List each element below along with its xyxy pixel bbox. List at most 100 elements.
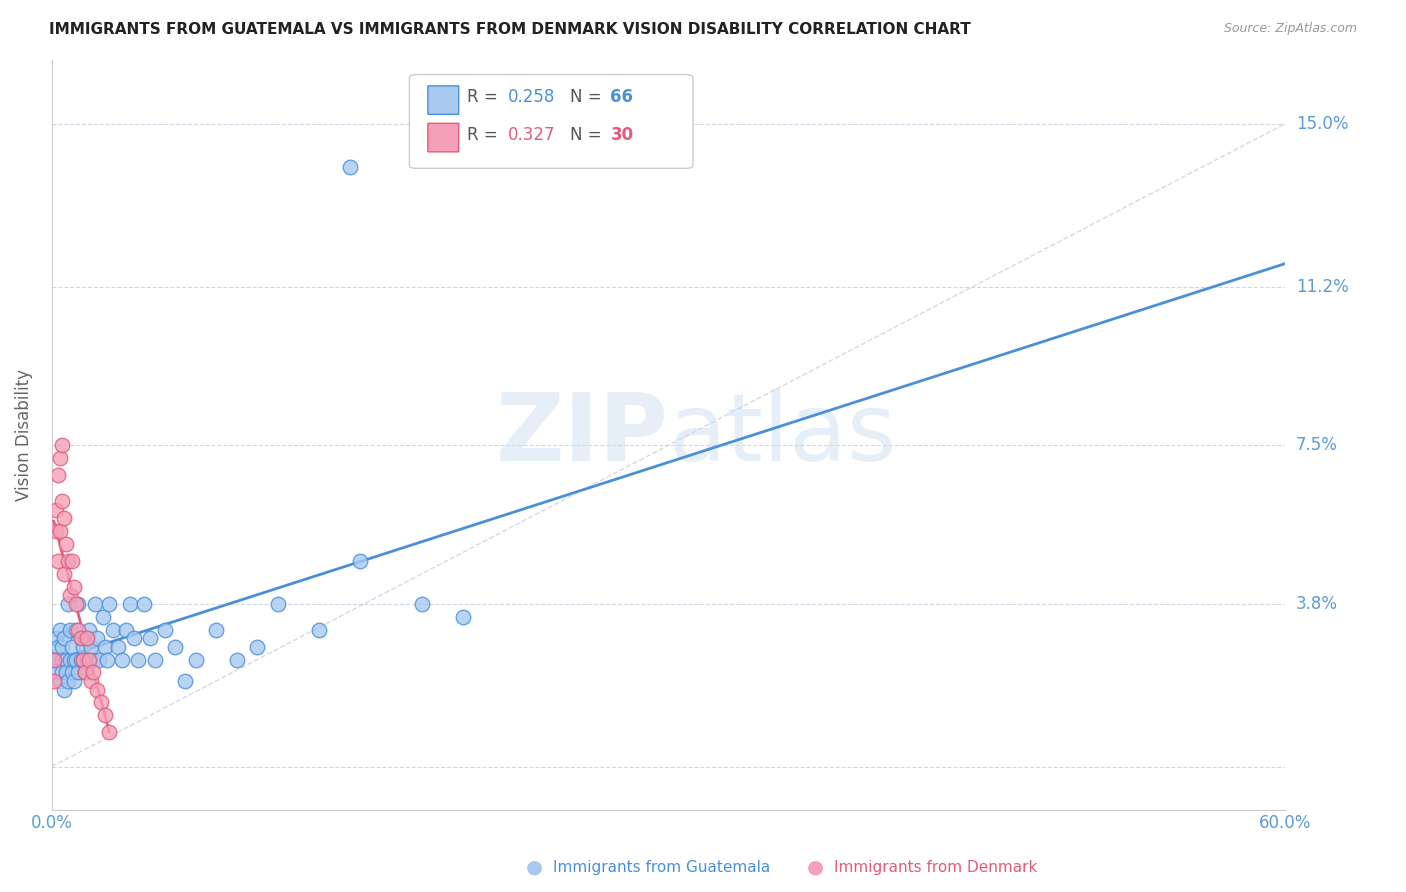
- Text: atlas: atlas: [668, 389, 897, 481]
- Text: 11.2%: 11.2%: [1296, 277, 1348, 296]
- Point: [67, 623, 90, 637]
- Text: 0.327: 0.327: [508, 126, 555, 144]
- Text: 30: 30: [610, 126, 634, 144]
- Point: [96, 652, 118, 666]
- Point: [46, 640, 69, 654]
- Point: [65, 652, 87, 666]
- Text: 66: 66: [610, 88, 633, 106]
- Point: [94, 640, 117, 654]
- Point: [411, 597, 433, 611]
- FancyBboxPatch shape: [409, 75, 693, 169]
- Point: [53, 511, 76, 525]
- Point: [55, 652, 77, 666]
- Text: R =: R =: [467, 88, 503, 106]
- Point: [225, 652, 247, 666]
- Point: [111, 652, 134, 666]
- FancyBboxPatch shape: [427, 86, 458, 114]
- Point: [77, 652, 100, 666]
- Text: Immigrants from Denmark: Immigrants from Denmark: [834, 861, 1038, 875]
- Point: [349, 554, 371, 568]
- Point: [49, 451, 72, 466]
- Point: [58, 554, 80, 568]
- Point: [58, 597, 80, 611]
- Point: [46, 652, 69, 666]
- Point: [53, 631, 76, 645]
- Point: [72, 652, 94, 666]
- Point: [69, 631, 91, 645]
- Point: [143, 652, 166, 666]
- Point: [55, 537, 77, 551]
- Point: [82, 652, 104, 666]
- Point: [90, 695, 112, 709]
- Text: ●: ●: [807, 857, 824, 876]
- Point: [49, 524, 72, 538]
- Point: [114, 623, 136, 637]
- Point: [45, 502, 67, 516]
- Point: [76, 631, 98, 645]
- Point: [45, 524, 67, 538]
- Text: Immigrants from Guatemala: Immigrants from Guatemala: [553, 861, 770, 875]
- Point: [451, 609, 474, 624]
- Point: [60, 554, 83, 568]
- Point: [91, 609, 114, 624]
- Point: [103, 623, 125, 637]
- Point: [59, 652, 82, 666]
- Point: [246, 640, 269, 654]
- Point: [59, 623, 82, 637]
- Text: ZIP: ZIP: [495, 389, 668, 481]
- Point: [51, 494, 73, 508]
- Point: [98, 725, 121, 739]
- Point: [51, 665, 73, 680]
- Point: [60, 640, 83, 654]
- Point: [174, 673, 197, 688]
- Text: R =: R =: [467, 126, 503, 144]
- Text: 15.0%: 15.0%: [1296, 115, 1348, 133]
- Point: [118, 597, 141, 611]
- Point: [72, 652, 94, 666]
- Point: [45, 631, 67, 645]
- Text: 7.5%: 7.5%: [1296, 436, 1339, 454]
- Point: [339, 160, 361, 174]
- Point: [58, 673, 80, 688]
- Point: [49, 623, 72, 637]
- Point: [86, 682, 108, 697]
- Point: [205, 623, 228, 637]
- Point: [107, 640, 129, 654]
- Point: [127, 652, 149, 666]
- Point: [73, 665, 96, 680]
- Point: [42, 652, 65, 666]
- Point: [53, 682, 76, 697]
- Point: [87, 652, 110, 666]
- Point: [51, 652, 73, 666]
- Point: [94, 708, 117, 723]
- Point: [82, 665, 104, 680]
- Point: [60, 665, 83, 680]
- Point: [76, 652, 98, 666]
- Point: [80, 673, 103, 688]
- Point: [69, 652, 91, 666]
- Point: [46, 554, 69, 568]
- Point: [51, 640, 73, 654]
- Text: IMMIGRANTS FROM GUATEMALA VS IMMIGRANTS FROM DENMARK VISION DISABILITY CORRELATI: IMMIGRANTS FROM GUATEMALA VS IMMIGRANTS …: [49, 22, 972, 37]
- Point: [308, 623, 330, 637]
- Text: N =: N =: [569, 126, 606, 144]
- Point: [67, 597, 90, 611]
- Point: [45, 665, 67, 680]
- Point: [165, 640, 187, 654]
- Point: [184, 652, 207, 666]
- Point: [53, 566, 76, 581]
- Y-axis label: Vision Disability: Vision Disability: [15, 368, 32, 500]
- Point: [69, 631, 91, 645]
- Point: [73, 631, 96, 645]
- Point: [42, 673, 65, 688]
- Point: [65, 623, 87, 637]
- FancyBboxPatch shape: [427, 123, 458, 152]
- Point: [122, 631, 145, 645]
- Point: [267, 597, 290, 611]
- Text: 0.258: 0.258: [508, 88, 555, 106]
- Point: [84, 597, 107, 611]
- Text: 3.8%: 3.8%: [1296, 595, 1339, 613]
- Point: [63, 673, 86, 688]
- Point: [86, 631, 108, 645]
- Point: [72, 640, 94, 654]
